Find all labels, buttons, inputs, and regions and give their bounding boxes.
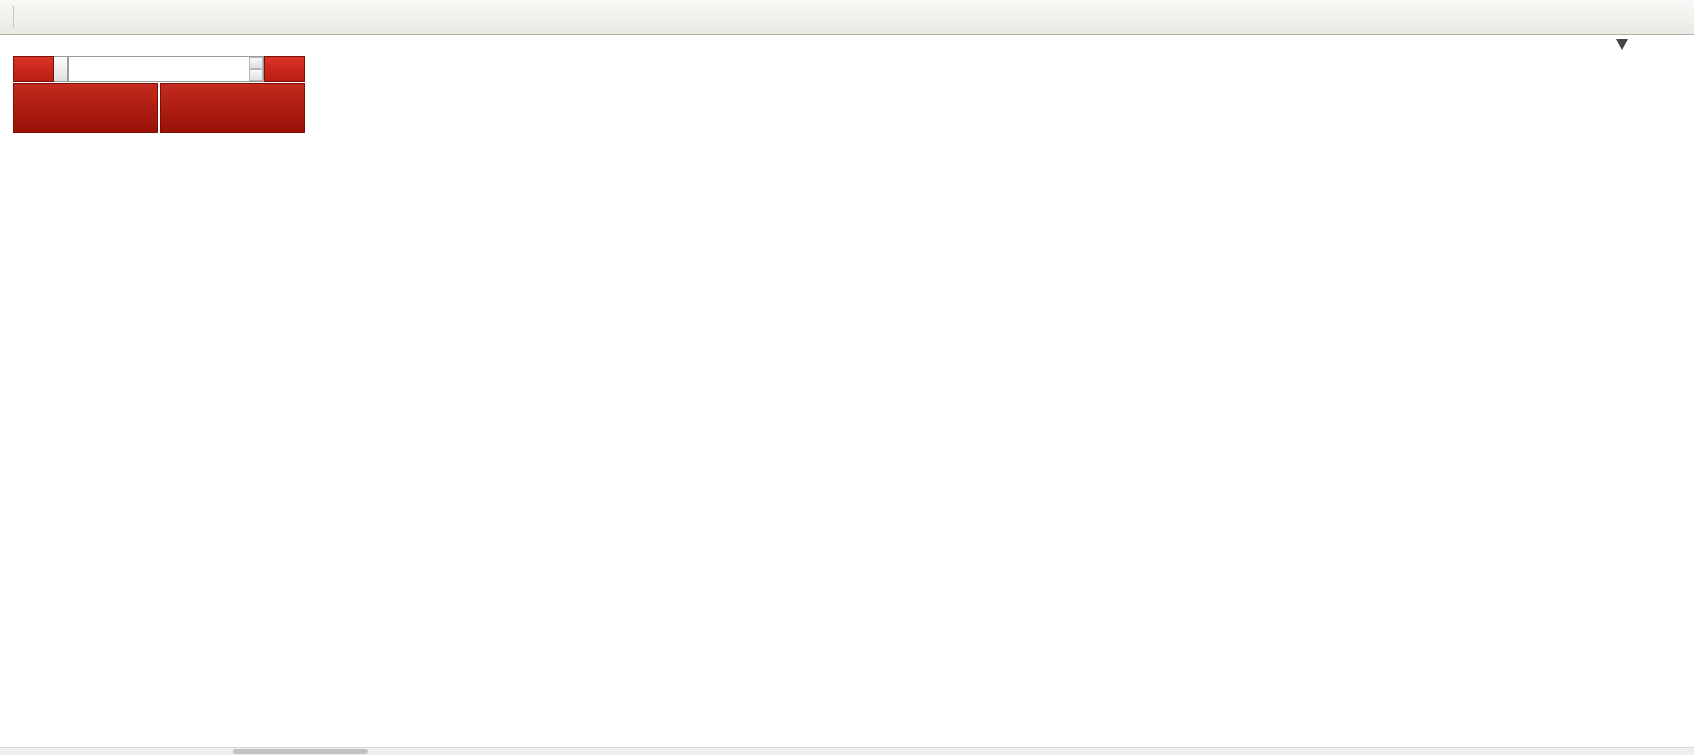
lot-dropdown-button[interactable] bbox=[53, 56, 69, 82]
lot-size-input[interactable] bbox=[69, 57, 250, 81]
lot-size-field bbox=[68, 56, 265, 82]
scrollbar-thumb[interactable] bbox=[233, 749, 368, 754]
top-toolbar bbox=[0, 0, 1694, 35]
bid-price-panel[interactable] bbox=[13, 83, 158, 133]
chart-shift-marker-icon[interactable] bbox=[1616, 39, 1628, 50]
sell-button[interactable] bbox=[13, 56, 54, 82]
horizontal-scrollbar[interactable] bbox=[0, 747, 1694, 755]
buy-button[interactable] bbox=[264, 56, 305, 82]
ask-price-panel[interactable] bbox=[160, 83, 305, 133]
lot-spin-down-icon[interactable] bbox=[249, 69, 264, 81]
toolbar-separator bbox=[13, 6, 14, 28]
lot-spin-up-icon[interactable] bbox=[249, 57, 264, 69]
lot-spinner bbox=[249, 57, 264, 81]
one-click-trade-panel bbox=[13, 56, 305, 133]
